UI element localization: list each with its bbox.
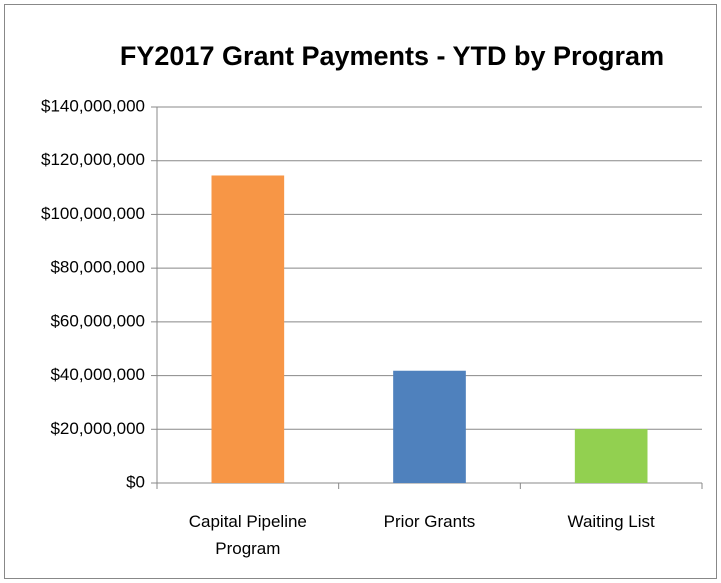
y-tick-label: $140,000,000 <box>41 96 145 115</box>
bar <box>393 370 466 483</box>
x-tick-label: Prior Grants <box>383 512 476 531</box>
bar <box>574 429 648 483</box>
x-tick-label: Capital Pipeline Program <box>188 512 307 558</box>
y-tick-label: $120,000,000 <box>41 150 145 169</box>
chart-border <box>4 4 717 579</box>
y-tick-label: $40,000,000 <box>50 365 145 384</box>
bar <box>211 175 285 483</box>
y-tick-label: $80,000,000 <box>50 258 145 277</box>
y-tick-label: $20,000,000 <box>50 419 145 438</box>
y-tick-label: $60,000,000 <box>50 311 145 330</box>
y-tick-label: $0 <box>126 472 145 491</box>
chart-title: FY2017 Grant Payments - YTD by Program <box>120 41 664 71</box>
x-tick-label: Waiting List <box>567 512 655 531</box>
y-tick-label: $100,000,000 <box>41 204 145 223</box>
